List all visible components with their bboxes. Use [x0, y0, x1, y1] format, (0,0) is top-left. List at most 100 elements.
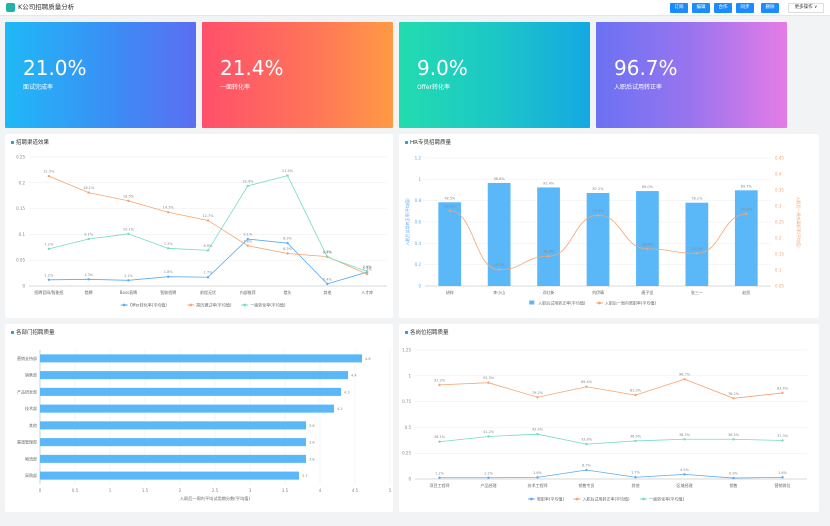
y2-tick-label: 0.2 — [775, 236, 782, 241]
y-tick-label: 产品研发部 — [17, 388, 37, 394]
data-label: 6.9% — [204, 244, 214, 248]
legend-label: Offer转化率(平均值) — [130, 302, 168, 308]
x-tick-label: 内部推荐 — [240, 289, 256, 295]
kpi-card-interview-rate: 21.0% 面试完成率 — [5, 22, 196, 128]
y2-tick-label: 0.3 — [775, 204, 782, 209]
x-tick-label: 其他 — [632, 482, 640, 488]
y-tick-label: 渠道管理部 — [17, 439, 37, 445]
panel-title: HR专员招聘质量 — [405, 140, 451, 147]
y-tick-label: 营销支持部 — [17, 355, 37, 361]
data-label: 33.8% — [581, 438, 593, 442]
y-axis-title: 入职后试用转正率(平均值) — [404, 198, 410, 246]
data-point — [487, 435, 490, 438]
data-label: 89.0% — [642, 185, 654, 189]
data-label: 2.8% — [363, 265, 373, 269]
x-tick-label: 项目工程师 — [430, 482, 450, 488]
data-label: 5.6% — [323, 251, 333, 255]
data-point — [448, 209, 451, 212]
x-tick-label: 赵凯 — [742, 289, 750, 295]
x-axis-title: 入职后一周内平均试用期分数(平均值) — [180, 495, 251, 502]
series-line — [439, 469, 783, 479]
more-actions-dropdown[interactable]: 更多操作 ∨ — [788, 3, 824, 13]
data-point — [646, 247, 649, 251]
bar — [40, 371, 348, 380]
data-label: 19.4% — [242, 179, 254, 183]
x-tick-label: 2 — [179, 488, 182, 493]
y2-tick-label: 0.35 — [775, 188, 784, 193]
data-label: 78.1% — [691, 197, 703, 201]
data-label: 10.1% — [123, 227, 135, 231]
data-label: 79.2% — [532, 391, 544, 395]
data-label: 87.2% — [592, 187, 604, 191]
y-tick-label: 0.2 — [19, 180, 26, 185]
y-tick-label: 1 — [408, 373, 411, 378]
data-label: 96.6% — [494, 177, 506, 181]
bar — [487, 182, 511, 286]
data-label: 92.4% — [543, 181, 555, 185]
x-tick-label: 3 — [249, 488, 252, 493]
data-point — [246, 244, 249, 247]
data-point — [167, 247, 170, 250]
data-point — [781, 439, 784, 442]
x-tick-label: 1 — [109, 488, 112, 493]
data-label: 2.7% — [363, 266, 373, 270]
data-point — [326, 282, 329, 286]
sync-button[interactable]: 同步 — [736, 3, 754, 13]
kpi-value: 21.4% — [220, 56, 284, 80]
data-point — [47, 247, 51, 251]
x-tick-label: 猎头 — [284, 289, 292, 295]
data-label: 3.8 — [309, 424, 315, 428]
data-label: 38.5% — [728, 433, 740, 437]
legend-swatch — [243, 303, 247, 307]
x-tick-label: 张三一 — [691, 289, 703, 295]
y2-tick-label: 0.25 — [775, 220, 784, 225]
legend-swatch — [575, 497, 579, 501]
y-tick-label: 0.05 — [16, 258, 25, 263]
data-label: 1.2% — [44, 273, 54, 277]
x-tick-label: 技术工程师 — [528, 482, 548, 488]
y-tick-label: 销售部 — [25, 372, 37, 378]
data-point — [487, 476, 490, 479]
x-tick-label: 前程无忧 — [200, 289, 216, 295]
data-point — [585, 468, 588, 472]
x-tick-label: 其他 — [323, 289, 331, 295]
x-tick-label: 邓红新 — [543, 289, 555, 295]
x-tick-label: 营销岗位 — [775, 482, 791, 488]
data-label: 4.2 — [337, 407, 343, 411]
data-point — [286, 252, 289, 255]
y-tick-label: 其他 — [29, 422, 37, 428]
legend-swatch — [642, 497, 645, 501]
x-tick-label: 智联招聘 — [160, 289, 176, 295]
data-label: 16.6% — [642, 242, 654, 246]
legend-label: 离职率(平均值) — [537, 496, 565, 502]
y-tick-label: 1.25 — [402, 348, 411, 353]
legend-label: 入职后试用转正率(平均值) — [583, 496, 631, 502]
delete-button[interactable]: 删除 — [761, 3, 779, 13]
subscribe-button[interactable]: 订阅 — [670, 3, 688, 13]
data-point — [167, 275, 170, 278]
y2-tick-label: 0.1 — [775, 268, 782, 273]
data-label: 93.3% — [483, 376, 495, 380]
legend-label: 入职后试用转正率(平均值) — [538, 300, 586, 306]
collaborate-button[interactable]: 合作 — [714, 3, 732, 13]
data-label: 91.2% — [434, 378, 446, 382]
data-label: 9.1% — [84, 233, 94, 237]
x-tick-label: 4.5 — [352, 488, 359, 493]
data-point — [695, 252, 699, 255]
data-label: 1.8% — [164, 270, 174, 274]
data-label: 27.5% — [741, 208, 753, 212]
y-tick-label: 0.5 — [405, 425, 412, 430]
edit-button[interactable]: 编辑 — [692, 3, 710, 13]
data-point — [206, 249, 210, 252]
data-point — [683, 378, 686, 381]
data-point — [365, 270, 369, 273]
y-tick-label: 0.15 — [16, 206, 25, 211]
legend-label: 入职后一周内离职率(平均值) — [605, 300, 657, 306]
data-label: 28.5% — [444, 204, 456, 208]
data-label: 12.7% — [202, 214, 214, 218]
y-tick-label: 0.4 — [415, 241, 422, 246]
y-tick-label: 物流部 — [25, 455, 37, 461]
data-label: 7.3% — [164, 242, 174, 246]
data-label: 36.1% — [434, 435, 446, 439]
y-tick-label: 0.1 — [19, 232, 26, 237]
